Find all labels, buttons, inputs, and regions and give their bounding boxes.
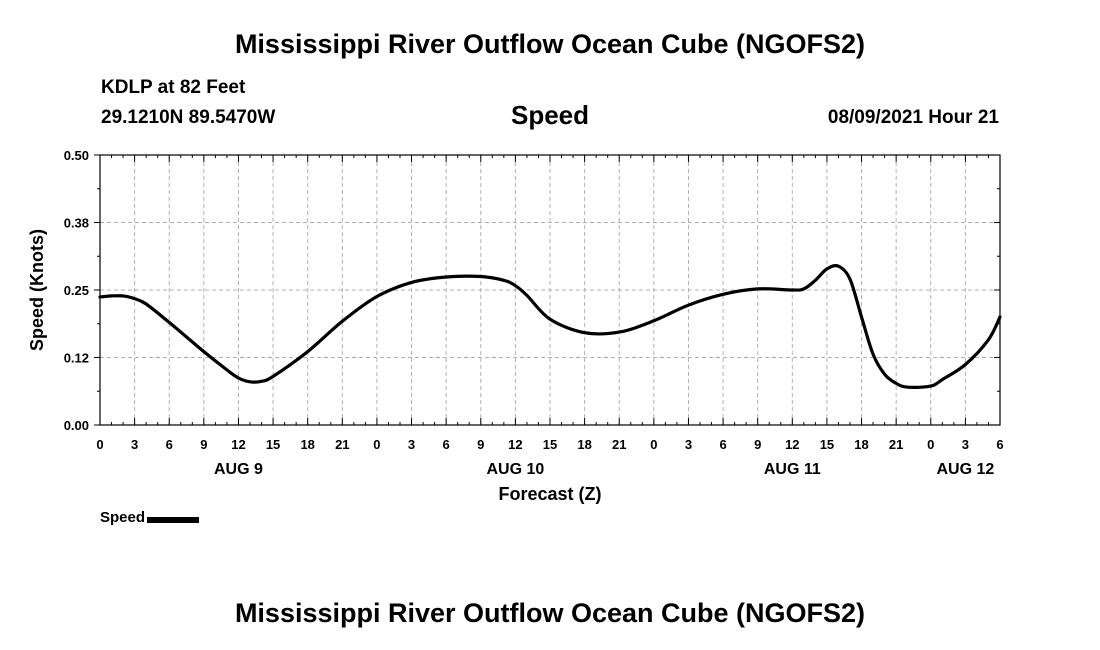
y-axis-title: Speed (Knots) xyxy=(27,229,47,351)
y-tick-label: 0.12 xyxy=(64,351,89,366)
x-tick-label: 21 xyxy=(335,437,349,452)
datetime-label: 08/09/2021 Hour 21 xyxy=(827,107,999,128)
day-label: AUG 12 xyxy=(936,461,994,478)
y-tick-label: 0.25 xyxy=(64,283,89,298)
grid xyxy=(100,155,1000,425)
x-tick-label: 3 xyxy=(131,437,138,452)
speed-line xyxy=(98,263,1002,389)
y-tick-label: 0.50 xyxy=(64,148,89,163)
x-axis-title: Forecast (Z) xyxy=(498,484,601,504)
x-tick-label: 9 xyxy=(477,437,484,452)
day-label: AUG 11 xyxy=(764,461,821,478)
x-tick-label: 18 xyxy=(577,437,591,452)
legend-label: Speed xyxy=(100,509,146,526)
x-tick-label: 6 xyxy=(166,437,173,452)
x-tick-label: 9 xyxy=(754,437,761,452)
variable-title: Speed xyxy=(510,100,590,130)
x-tick-label: 3 xyxy=(685,437,692,452)
x-tick-label: 15 xyxy=(543,437,557,452)
x-tick-label: 3 xyxy=(962,437,969,452)
day-label: AUG 9 xyxy=(214,461,263,478)
x-tick-label: 12 xyxy=(508,437,522,452)
x-tick-label: 6 xyxy=(443,437,450,452)
day-label: AUG 10 xyxy=(486,461,544,478)
legend: Speed xyxy=(100,509,200,526)
x-tick-label: 18 xyxy=(300,437,314,452)
y-tick-label: 0.00 xyxy=(64,418,89,433)
x-tick-label: 15 xyxy=(266,437,280,452)
x-tick-label: 9 xyxy=(200,437,207,452)
y-tick-label: 0.38 xyxy=(64,216,89,231)
x-tick-label: 0 xyxy=(650,437,657,452)
legend-swatch xyxy=(147,516,200,523)
coordinates-label: 29.1210N 89.5470W xyxy=(101,107,276,128)
chart-title: Mississippi River Outflow Ocean Cube (NG… xyxy=(234,29,866,59)
axis-labels: 0 3 6 9 12 15 18 21 0 3 6 9 12 15 18 21 0 3 6 9 12 15 18 21 0 3 6 0… xyxy=(64,148,1004,478)
footer-title: Mississippi River Outflow Ocean Cube (NG… xyxy=(234,598,866,628)
x-tick-label: 6 xyxy=(996,437,1003,452)
x-tick-label: 12 xyxy=(231,437,245,452)
station-label: KDLP at 82 Feet xyxy=(101,77,246,98)
axis-ticks xyxy=(94,154,1001,426)
x-tick-label: 6 xyxy=(719,437,726,452)
x-tick-label: 15 xyxy=(820,437,834,452)
x-tick-label: 21 xyxy=(612,437,626,452)
x-tick-label: 3 xyxy=(408,437,415,452)
x-tick-label: 12 xyxy=(785,437,799,452)
x-tick-label: 0 xyxy=(373,437,380,452)
x-tick-label: 18 xyxy=(854,437,868,452)
x-tick-label: 0 xyxy=(96,437,103,452)
x-tick-label: 21 xyxy=(889,437,903,452)
x-tick-label: 0 xyxy=(927,437,934,452)
